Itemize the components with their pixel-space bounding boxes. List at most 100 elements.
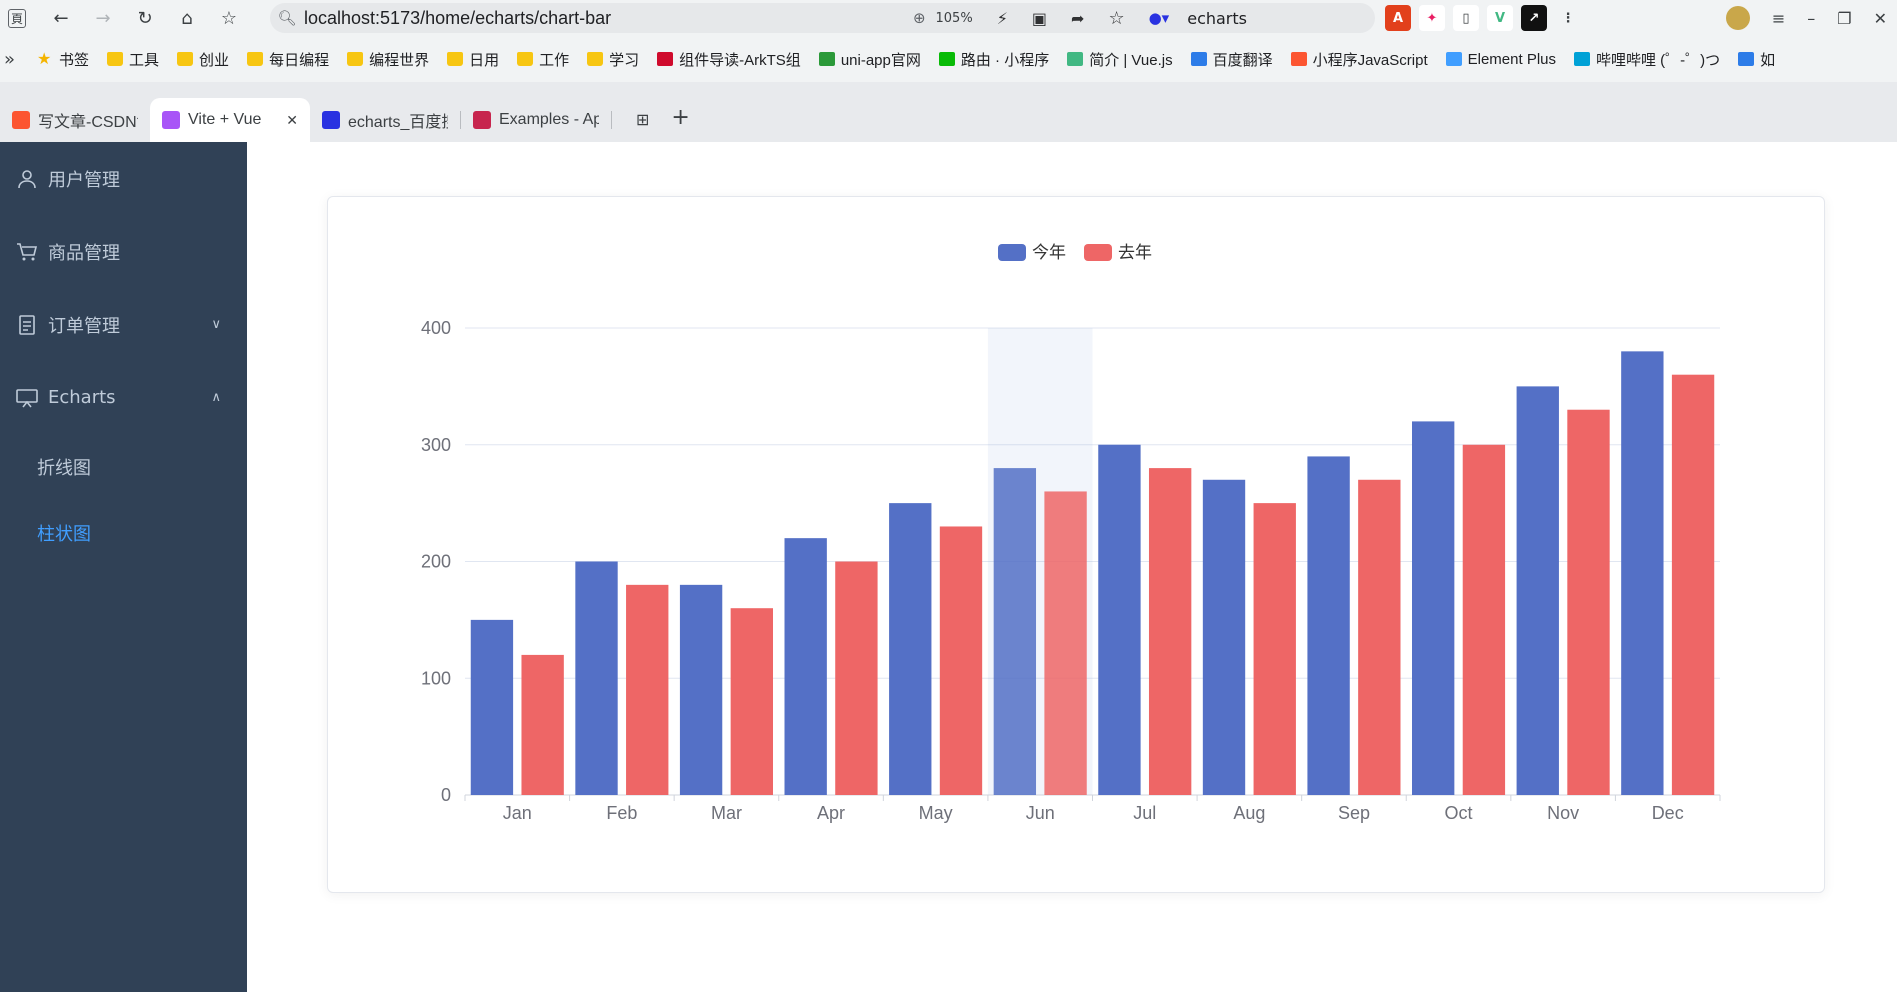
more-extensions-icon[interactable]: ⋮ [1561,10,1575,26]
bookmark-item[interactable]: 工作 [517,49,569,70]
bar-this-year[interactable] [1307,456,1350,795]
csdn-icon [1290,52,1307,66]
bar-last-year[interactable] [1044,491,1087,795]
lightning-icon[interactable]: ⚡︎ [996,8,1008,28]
legend-label[interactable]: 去年 [1118,243,1152,263]
bar-last-year[interactable] [1148,468,1192,795]
browser-tab[interactable]: 写文章-CSDN博 [0,98,150,142]
tab-label: Examples - Ap [499,111,599,128]
bar-chart[interactable]: 0 100 200 300 400 Jan Feb Mar Apr May Jun Jul Aug Sep… [328,197,1826,894]
bookmark-item[interactable]: 学习 [587,49,639,70]
bookmark-item[interactable]: 哔哩哔哩 (゜-゜)つ [1574,49,1720,70]
bar-last-year[interactable] [939,526,983,795]
bar-last-year[interactable] [1671,374,1715,795]
bar-last-year[interactable] [835,561,878,796]
bookmark-item[interactable]: 路由 · 小程序 [938,49,1049,70]
window-controls: ≡ – ❐ ✕ [1725,0,1887,36]
browser-tab[interactable]: echarts_百度搜 [310,98,460,142]
menu-icon[interactable]: ≡ [1771,8,1786,28]
zoom-icon[interactable]: ⊕ [912,9,926,27]
sidebar-item-products[interactable]: 商品管理 [0,215,247,288]
sidebar-item-users[interactable]: 用户管理 [0,142,247,215]
back-icon[interactable]: ← [53,7,69,29]
bar-this-year[interactable] [575,561,618,796]
bookmark-item[interactable]: 组件导读-ArkTS组 [657,49,801,70]
zoom-level[interactable]: 105% [935,10,973,26]
search-engine-label[interactable]: echarts [1187,8,1247,28]
bookmark-item[interactable]: 创业 [177,49,229,70]
bookmark-label: 小程序JavaScript [1312,51,1428,69]
bar-last-year[interactable] [1253,503,1296,795]
sidebar-item-label: 用户管理 [48,169,120,191]
bookmarks-expand-icon[interactable]: » [4,48,16,70]
bar-this-year[interactable] [470,619,514,795]
bar-last-year[interactable] [1358,479,1401,795]
bar-this-year[interactable] [679,584,723,795]
bookmark-item[interactable]: 简介 | Vue.js [1067,49,1173,70]
sidebar-subitem-line-chart[interactable]: 折线图 [37,458,91,479]
chart-card: 0 100 200 300 400 Jan Feb Mar Apr May Jun Jul Aug Sep… [327,196,1825,893]
restore-icon[interactable]: ❐ [1837,8,1852,28]
folder-icon [347,52,364,66]
phone-extension-icon[interactable]: ▯ [1453,5,1479,31]
pdf-extension-icon[interactable]: A [1385,5,1411,31]
sidebar-item-orders[interactable]: 订单管理 ∨ [0,288,247,361]
code-icon [1738,52,1755,66]
forward-icon[interactable]: → [95,7,111,29]
bookmark-item[interactable]: 工具 [107,49,159,70]
browser-tab[interactable]: Vite + Vue ✕ [150,98,310,142]
sidebar-subitem-bar-chart[interactable]: 柱状图 [37,524,91,545]
bookmark-item[interactable]: 百度翻译 [1190,49,1273,70]
paw-icon[interactable]: ●▾ [1148,9,1170,27]
bar-last-year[interactable] [730,608,773,795]
screenshot-icon[interactable]: ▣ [1031,8,1048,28]
minimize-icon[interactable]: – [1807,8,1816,28]
reload-icon[interactable]: ↻ [137,7,153,29]
bar-this-year[interactable] [993,468,1037,795]
bar-last-year[interactable] [1462,444,1506,795]
sidebar-item-echarts[interactable]: Echarts ∧ [0,361,247,434]
bar-this-year[interactable] [1516,386,1559,795]
address-bar[interactable]: 🔍︎ localhost:5173/home/echarts/chart-bar… [270,3,1375,33]
legend-swatch[interactable] [998,244,1026,261]
bar-this-year[interactable] [1098,444,1141,795]
chart-extension-icon[interactable]: ↗ [1521,5,1547,31]
bar-this-year[interactable] [1412,421,1455,795]
bar-last-year[interactable] [1567,409,1610,795]
share-icon[interactable]: ➦ [1071,8,1085,28]
favorite-icon[interactable]: ☆ [1108,7,1125,29]
bookmark-item[interactable]: ★ 书签 [37,49,89,70]
close-window-icon[interactable]: ✕ [1873,8,1887,28]
uniapp-icon [818,52,835,66]
close-tab-icon[interactable]: ✕ [286,111,298,128]
bar-this-year[interactable] [784,538,827,795]
avatar[interactable] [1725,6,1750,30]
legend-swatch[interactable] [1084,244,1112,261]
tab-strip: 写文章-CSDN博 Vite + Vue ✕ echarts_百度搜 Examples … [0,82,1897,142]
bar-this-year[interactable] [1621,351,1664,795]
bookmark-item[interactable]: 小程序JavaScript [1290,49,1428,70]
bar-last-year[interactable] [521,654,564,795]
bar-this-year[interactable] [889,503,932,795]
x-tick-label: Mar [711,803,742,823]
bookmark-item[interactable]: 日用 [447,49,499,70]
colorful-extension-icon[interactable]: ✦ [1419,5,1445,31]
legend-label[interactable]: 今年 [1032,243,1066,263]
window-menu-icon[interactable]: 頁 [2,3,32,33]
bookmark-item[interactable]: 编程世界 [347,49,429,70]
bookmark-item[interactable]: Element Plus [1445,51,1556,68]
home-icon[interactable]: ⌂ [181,7,193,29]
tab-label: echarts_百度搜 [348,114,448,131]
bar-this-year[interactable] [1202,479,1246,795]
bookmark-item[interactable]: uni-app官网 [818,49,921,70]
bookmark-item[interactable]: 每日编程 [247,49,329,70]
x-tick-label: Nov [1547,803,1579,823]
bar-last-year[interactable] [626,584,669,795]
bookmark-item[interactable]: 如 [1738,49,1775,70]
url-text[interactable]: localhost:5173/home/echarts/chart-bar [304,7,612,28]
browser-tab[interactable]: Examples - Ap [461,98,611,142]
bookmark-star-icon[interactable]: ☆ [220,7,238,29]
vue-devtools-icon[interactable]: V [1487,5,1513,31]
tab-groups-icon[interactable]: ⊞ [636,110,650,129]
new-tab-icon[interactable]: + [671,105,690,130]
